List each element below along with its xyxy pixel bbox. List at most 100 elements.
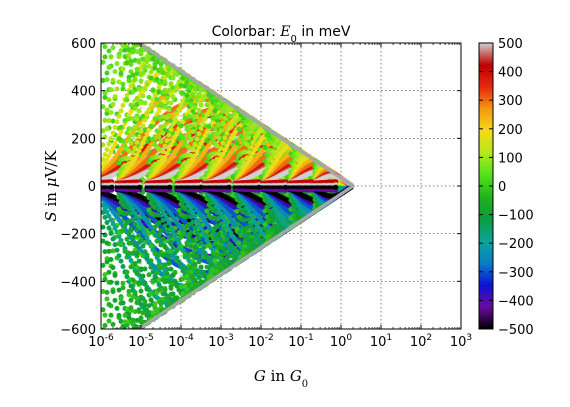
scatter-point [180, 135, 186, 141]
scatter-point [101, 209, 106, 215]
scatter-point [101, 128, 106, 134]
scatter-point [140, 273, 146, 279]
scatter-point [104, 77, 110, 83]
scatter-point [140, 243, 146, 249]
scatter-point [150, 279, 156, 285]
scatter-point [126, 254, 132, 260]
scatter-point [134, 116, 140, 122]
scatter-point [168, 81, 174, 87]
scatter-point [128, 258, 134, 264]
scatter-point [142, 280, 148, 286]
chart-title: Colorbar: E0 in meV [212, 24, 351, 45]
scatter-point [132, 77, 138, 83]
scatter-point [116, 312, 122, 318]
scatter-point [114, 280, 120, 286]
scatter-point [166, 132, 172, 138]
scatter-point [186, 84, 192, 90]
scatter-point [138, 266, 144, 272]
scatter-point [123, 331, 128, 336]
scatter-point [142, 100, 148, 106]
scatter-point [120, 86, 126, 92]
scatter-point [134, 227, 140, 233]
scatter-point [102, 160, 108, 166]
scatter-point [166, 259, 172, 265]
scatter-point [112, 124, 118, 130]
scatter-point [186, 282, 192, 288]
scatter-point [154, 238, 160, 244]
title-prefix: Colorbar: [212, 24, 281, 40]
scatter-point [134, 270, 140, 276]
scatter-point [130, 132, 136, 138]
scatter-point [118, 108, 124, 114]
scatter-point [144, 286, 150, 292]
scatter-point [112, 297, 118, 303]
scatter-point [172, 88, 178, 94]
scatter-point [176, 107, 182, 113]
scatter-point [128, 264, 134, 270]
scatter-point [164, 271, 170, 277]
scatter-point [166, 234, 172, 240]
scatter-point [138, 315, 144, 321]
scatter-point [134, 49, 140, 55]
scatter-point [136, 108, 142, 114]
scatter-point [178, 82, 184, 88]
scatter-point [120, 285, 126, 291]
scatter-point [146, 303, 152, 309]
scatter-point [164, 252, 170, 258]
scatter-point [158, 299, 164, 305]
scatter-point [120, 66, 126, 72]
scatter-point [102, 214, 108, 220]
scatter-point [126, 43, 128, 44]
title-symbol: E [279, 24, 290, 40]
scatter-point [150, 87, 156, 93]
scatter-point [178, 243, 184, 249]
scatter-point [124, 97, 130, 103]
scatter-point [150, 229, 156, 235]
scatter-point [132, 289, 138, 295]
scatter-point [129, 36, 134, 41]
scatter-point [106, 48, 112, 54]
scatter-point [178, 284, 184, 290]
scatter-point [170, 121, 176, 127]
scatter-point [156, 287, 162, 293]
scatter-point [108, 109, 114, 115]
scatter-point [134, 66, 140, 72]
scatter-point [104, 107, 110, 113]
scatter-point [104, 220, 110, 226]
scatter-point [102, 90, 108, 96]
scatter-point [168, 127, 174, 133]
scatter-point [142, 266, 148, 272]
scatter-point [102, 94, 108, 100]
scatter-points [101, 36, 354, 336]
scatter-point [148, 102, 154, 108]
scatter-point [112, 94, 118, 100]
scatter-point [134, 139, 140, 145]
scatter-point [104, 157, 110, 163]
scatter-point [178, 123, 184, 129]
scatter-point [172, 116, 178, 122]
scatter-point [172, 250, 178, 256]
scatter-point [110, 236, 116, 242]
scatter-point [108, 136, 114, 142]
scatter-point [116, 113, 122, 119]
scatter-point [118, 237, 124, 243]
scatter-point [128, 305, 134, 311]
scatter-point [166, 107, 172, 113]
scatter-point [154, 270, 160, 276]
scatter-point [138, 238, 144, 244]
scatter-point [112, 272, 118, 278]
scatter-point [160, 130, 166, 136]
scatter-point [162, 287, 168, 293]
scatter-point [130, 277, 136, 283]
scatter-point [118, 318, 124, 324]
scatter-point [144, 80, 150, 86]
scatter-point [110, 221, 116, 227]
scatter-point [110, 101, 116, 107]
title-suffix: in meV [297, 24, 351, 40]
scatter-point [108, 87, 114, 93]
scatter-point [106, 248, 112, 254]
scatter-point [110, 145, 116, 151]
scatter-point [112, 242, 118, 248]
scatter-point [132, 124, 138, 130]
scatter-point [120, 43, 126, 49]
